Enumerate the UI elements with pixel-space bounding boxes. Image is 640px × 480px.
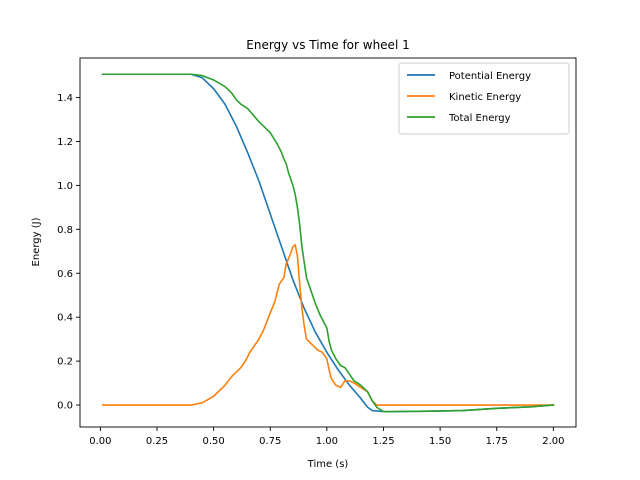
y-tick-label: 0.6	[57, 269, 73, 280]
x-tick-label: 0.25	[146, 436, 168, 447]
y-tick-label: 1.0	[57, 181, 73, 192]
x-tick-label: 0.50	[202, 436, 224, 447]
x-axis-label: Time (s)	[307, 459, 349, 470]
legend-box	[398, 62, 570, 135]
x-tick-label: 2.00	[542, 436, 564, 447]
series-line-1	[101, 243, 555, 406]
y-tick-label: 1.4	[57, 93, 73, 104]
legend-label-1: Kinetic Energy	[449, 92, 521, 103]
legend-label-0: Potential Energy	[449, 71, 531, 82]
series-layer	[101, 73, 555, 413]
plot-frame	[79, 57, 577, 428]
legend: Potential Energy Kinetic Energy Total Ener…	[398, 62, 570, 135]
y-tick-label: 0.4	[57, 313, 73, 324]
x-tick-label: 1.50	[429, 436, 451, 447]
x-tick-label: 0.75	[259, 436, 281, 447]
axes-layer: 0.00 0.25 0.50 0.75 1.00 1.25 1.50 1.75 2.00 0.0 0…	[57, 57, 577, 447]
chart-title: Energy vs Time for wheel 1	[246, 38, 409, 52]
legend-label-2: Total Energy	[448, 113, 511, 124]
y-tick-label: 0.2	[57, 357, 73, 368]
y-tick-label: 1.2	[57, 137, 73, 148]
x-tick-label: 0.00	[89, 436, 111, 447]
x-tick-label: 1.00	[316, 436, 338, 447]
y-tick-label: 0.8	[57, 225, 73, 236]
x-tick-label: 1.75	[486, 436, 508, 447]
series-line-2	[101, 73, 555, 413]
x-tick-label: 1.25	[372, 436, 394, 447]
y-tick-label: 0.0	[57, 401, 73, 412]
y-axis-label: Energy (J)	[31, 217, 42, 266]
